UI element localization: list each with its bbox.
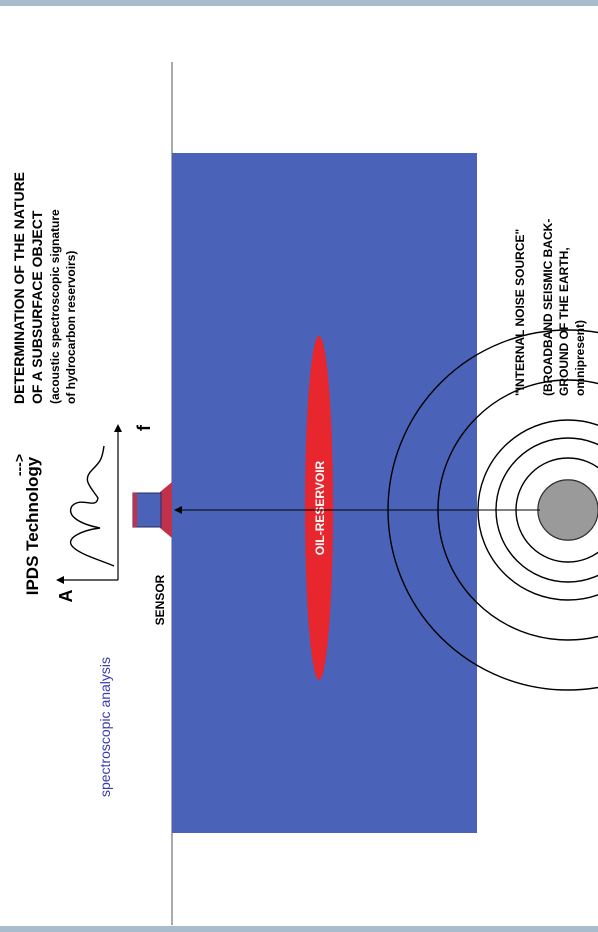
noise-source-line-2: (BROADBAND SEISMIC BACK- <box>541 219 555 396</box>
amplitude-axis-arrowhead <box>56 576 64 584</box>
frequency-axis-label: f <box>134 424 154 431</box>
noise-source-line-4: omnipresent) <box>573 320 587 396</box>
spectrum-curve <box>69 445 115 567</box>
frequency-axis-arrowhead <box>114 424 122 432</box>
sensor-base <box>160 482 172 538</box>
top-frame-bar <box>0 0 598 6</box>
noise-source-line-3: GROUND OF THE EARTH, <box>557 247 571 396</box>
determination-line-3: (acoustic spectroscopic signature <box>48 209 62 404</box>
determination-arrow: ---> <box>11 454 27 476</box>
determination-line-1: DETERMINATION OF THE NATURE <box>11 172 27 404</box>
oil-reservoir <box>305 336 333 680</box>
sensor-body <box>132 492 162 528</box>
bottom-frame-bar <box>0 926 598 932</box>
determination-line-4: of hydrocarbon reservoirs) <box>64 251 78 404</box>
noise-source-line-1: "INTERNAL NOISE SOURCE" <box>513 229 527 396</box>
spectroscopic-analysis-label: spectroscopic analysis <box>97 657 113 797</box>
amplitude-axis-label: A <box>56 590 76 603</box>
noise-source-circle <box>537 479 598 541</box>
sensor-cap <box>133 493 137 527</box>
determination-line-2: OF A SUBSURFACE OBJECT <box>29 210 45 404</box>
sensor-label: SENSOR <box>153 574 167 625</box>
oil-reservoir-label: OIL-RESERVOIR <box>313 460 327 555</box>
page-title: IPDS Technology <box>23 456 42 595</box>
